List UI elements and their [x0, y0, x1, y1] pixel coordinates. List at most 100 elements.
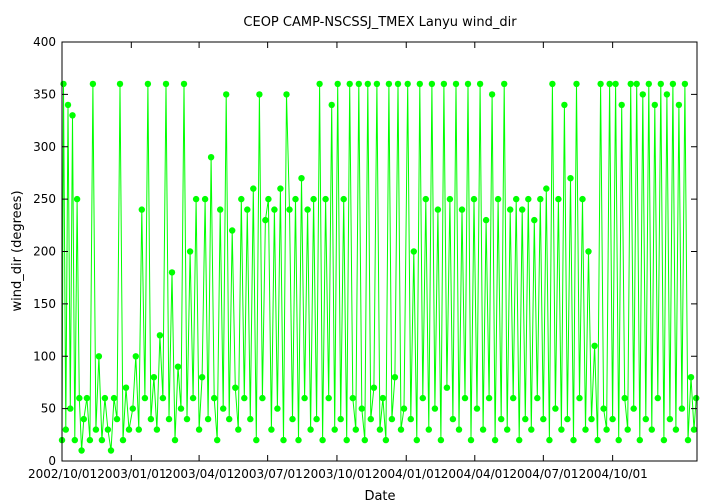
data-point	[119, 436, 127, 444]
data-point	[546, 436, 553, 444]
data-point	[262, 216, 269, 224]
data-point	[428, 80, 436, 88]
data-point	[452, 80, 460, 88]
data-point	[498, 415, 505, 423]
data-point	[98, 436, 106, 444]
data-point	[531, 216, 538, 224]
data-point	[410, 248, 417, 255]
y-tick-label: 400	[33, 35, 56, 49]
data-point	[129, 405, 136, 412]
data-point	[482, 216, 490, 224]
data-point	[672, 426, 680, 433]
data-point	[549, 80, 556, 88]
data-point	[648, 426, 655, 433]
data-point	[373, 80, 381, 88]
data-point	[78, 447, 85, 454]
data-point	[693, 394, 700, 402]
data-point	[198, 374, 206, 381]
data-point	[633, 80, 640, 88]
data-point	[89, 80, 97, 88]
data-point	[250, 185, 257, 192]
y-tick-label: 0	[48, 454, 56, 468]
series-layer	[58, 80, 700, 454]
data-point	[86, 436, 94, 444]
data-point	[301, 394, 308, 402]
data-point	[488, 91, 496, 98]
data-point	[588, 415, 595, 423]
data-point	[349, 394, 356, 402]
data-point	[419, 394, 426, 402]
data-point	[534, 394, 541, 402]
data-point	[636, 436, 643, 444]
data-point	[621, 394, 628, 402]
data-point	[370, 384, 378, 391]
data-point	[473, 405, 481, 412]
data-point	[573, 80, 580, 88]
data-point	[597, 80, 604, 88]
data-point	[639, 91, 646, 98]
data-point	[73, 195, 81, 203]
data-point	[388, 415, 396, 423]
data-point	[467, 436, 475, 444]
data-point	[513, 195, 520, 203]
data-point	[479, 426, 487, 433]
data-point	[630, 405, 637, 412]
data-point	[132, 353, 139, 360]
data-point	[76, 394, 83, 402]
data-point	[591, 342, 598, 349]
data-point	[322, 195, 329, 203]
data-point	[690, 426, 698, 433]
data-point	[461, 394, 469, 402]
data-point	[253, 436, 260, 444]
data-point	[606, 80, 613, 88]
data-point	[669, 80, 677, 88]
x-tick-label: 2003/04/01	[165, 467, 234, 481]
data-point	[379, 394, 387, 402]
data-point	[516, 436, 523, 444]
data-point	[259, 394, 266, 402]
data-point	[603, 426, 610, 433]
data-point	[295, 436, 302, 444]
data-point	[343, 436, 350, 444]
data-point	[540, 415, 547, 423]
data-point	[382, 436, 390, 444]
series-line	[61, 83, 697, 451]
data-point	[394, 80, 402, 88]
data-point	[316, 80, 323, 88]
data-point	[141, 394, 149, 402]
data-point	[376, 426, 384, 433]
data-point	[168, 269, 176, 276]
data-point	[485, 394, 493, 402]
y-tick-label: 150	[33, 297, 56, 311]
data-point	[651, 101, 658, 109]
data-point	[355, 80, 362, 88]
data-point	[407, 415, 414, 423]
data-point	[582, 426, 589, 433]
data-point	[491, 436, 499, 444]
data-point	[618, 101, 625, 109]
x-tick-label: 2003/01/01	[97, 467, 166, 481]
data-point	[576, 394, 583, 402]
data-point	[504, 426, 511, 433]
data-point	[443, 384, 451, 391]
data-point	[292, 195, 299, 203]
data-point	[83, 394, 91, 402]
data-point	[675, 101, 683, 109]
data-point	[437, 436, 445, 444]
data-point	[60, 80, 67, 88]
data-point	[340, 195, 347, 203]
data-point	[352, 426, 359, 433]
data-point	[80, 415, 88, 423]
x-tick-label: 2004/01/01	[372, 467, 441, 481]
data-point	[319, 436, 326, 444]
data-point	[268, 426, 275, 433]
data-point	[494, 195, 502, 203]
data-point	[567, 175, 574, 182]
data-point	[678, 405, 686, 412]
data-point	[594, 436, 601, 444]
data-point	[507, 206, 514, 213]
data-point	[107, 447, 115, 454]
data-point	[162, 80, 170, 88]
data-point	[298, 175, 305, 182]
data-point	[519, 206, 526, 213]
